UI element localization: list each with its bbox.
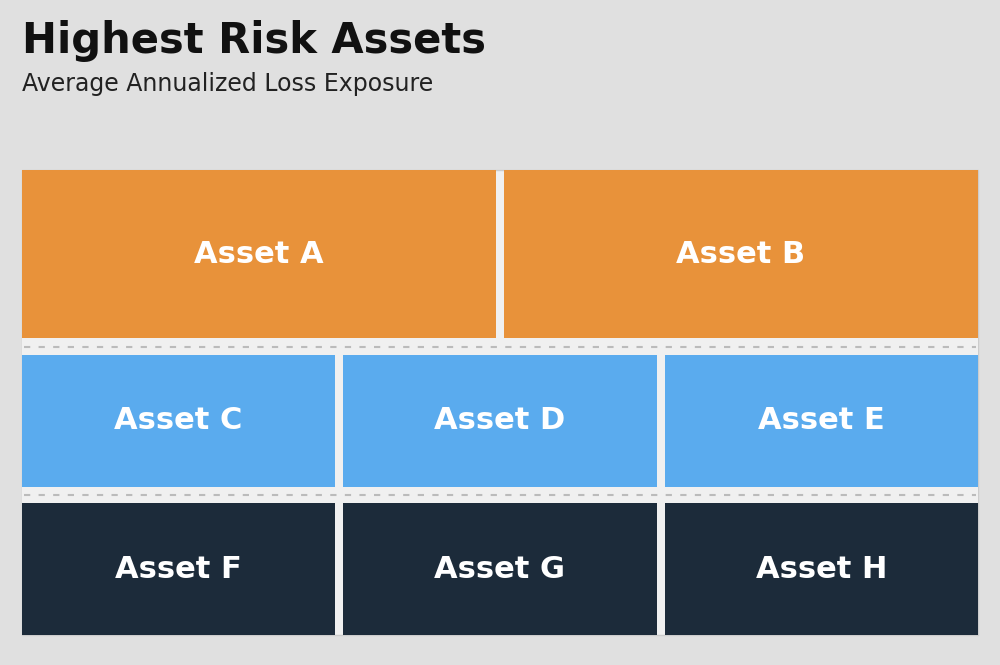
Text: Asset A: Asset A xyxy=(194,239,324,269)
Text: Asset B: Asset B xyxy=(676,239,806,269)
FancyBboxPatch shape xyxy=(343,354,657,487)
FancyBboxPatch shape xyxy=(22,170,496,338)
FancyBboxPatch shape xyxy=(22,354,335,487)
Text: Asset D: Asset D xyxy=(434,406,566,435)
Text: Asset E: Asset E xyxy=(758,406,885,435)
Text: Asset C: Asset C xyxy=(114,406,243,435)
Text: Highest Risk Assets: Highest Risk Assets xyxy=(22,20,486,62)
FancyBboxPatch shape xyxy=(504,170,978,338)
FancyBboxPatch shape xyxy=(665,503,978,635)
Text: Average Annualized Loss Exposure: Average Annualized Loss Exposure xyxy=(22,72,433,96)
Text: Asset G: Asset G xyxy=(434,555,566,583)
FancyBboxPatch shape xyxy=(22,503,335,635)
Text: Asset H: Asset H xyxy=(756,555,887,583)
FancyBboxPatch shape xyxy=(22,487,978,503)
Text: Asset F: Asset F xyxy=(115,555,242,583)
FancyBboxPatch shape xyxy=(665,354,978,487)
FancyBboxPatch shape xyxy=(343,503,657,635)
FancyBboxPatch shape xyxy=(22,170,978,635)
FancyBboxPatch shape xyxy=(22,338,978,354)
